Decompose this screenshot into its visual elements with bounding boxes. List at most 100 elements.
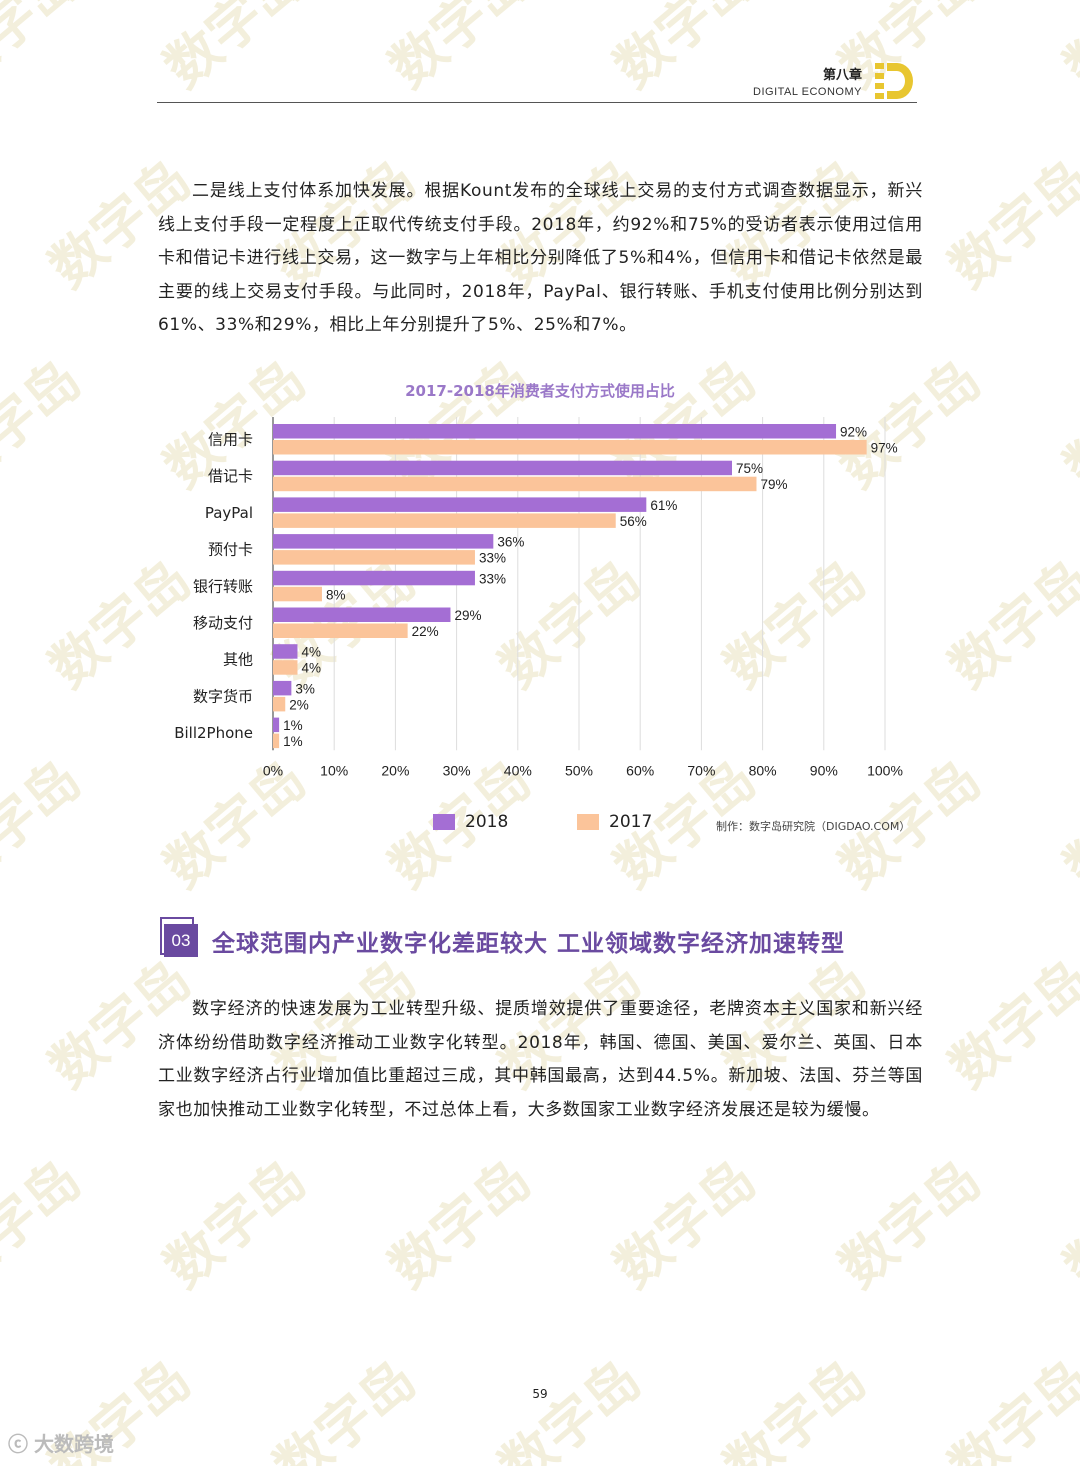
x-tick-label: 30% (443, 762, 471, 778)
watermark-text: 数字岛 (263, 1348, 428, 1466)
bar-2018 (273, 717, 280, 733)
paragraph-online-payment: 二是线上支付体系加快发展。根据Kount发布的全球线上交易的支付方式调查数据显示… (158, 175, 923, 343)
data-label-2017: 1% (283, 734, 303, 749)
data-label-2017: 79% (760, 477, 787, 492)
legend-label-2017: 2017 (609, 812, 653, 832)
watermark-text: 数字岛 (938, 548, 1080, 700)
data-label-2017: 56% (620, 514, 647, 529)
x-tick-label: 50% (565, 762, 593, 778)
chart-title: 2017-2018年消费者支付方式使用占比 (405, 382, 675, 400)
paragraph-1-text: 二是线上支付体系加快发展。根据Kount发布的全球线上交易的支付方式调查数据显示… (158, 181, 923, 335)
bar-2018 (273, 644, 298, 659)
bar-2017 (273, 733, 280, 749)
data-label-2018: 92% (840, 425, 867, 440)
chapter-label: 第八章 (822, 68, 862, 83)
section-number: 03 (164, 924, 198, 957)
footer-brand-label: 大数跨境 (34, 1432, 114, 1456)
bar-2017 (273, 440, 867, 455)
x-tick-label: 20% (381, 762, 409, 778)
watermark-text: 数字岛 (0, 0, 92, 100)
watermark-text: 数字岛 (603, 0, 768, 100)
watermark-text: 数字岛 (1053, 0, 1080, 100)
watermark-text: 数字岛 (378, 1148, 543, 1300)
bar-2017 (273, 550, 475, 565)
watermark-text: 数字岛 (1053, 348, 1080, 500)
category-label: 数字货币 (193, 687, 253, 705)
legend-item-2017: 2017 (577, 812, 652, 832)
watermark-text: 数字岛 (488, 1348, 653, 1466)
x-tick-label: 10% (320, 762, 348, 778)
bar-2017 (273, 513, 616, 528)
data-label-2018: 4% (301, 645, 321, 660)
section-heading: 03 全球范围内产业数字化差距较大 工业领域数字经济加速转型 (160, 916, 845, 958)
category-label: Bill2Phone (174, 724, 253, 742)
data-label-2017: 22% (412, 624, 439, 639)
brand-icon: ⓒ (8, 1432, 28, 1456)
data-label-2017: 2% (289, 697, 309, 712)
watermark-text: 数字岛 (378, 0, 543, 100)
payment-method-bar-chart: 0% 10% 20% 30% 40% 50% 60% 70% 80% 90% 100% 信用卡 92% 9… (174, 417, 903, 778)
watermark-text: 数字岛 (153, 1148, 318, 1300)
data-label-2018: 75% (736, 461, 763, 476)
x-tick-label: 70% (687, 762, 715, 778)
data-label-2017: 4% (301, 661, 321, 676)
legend-label-2018: 2018 (465, 812, 509, 832)
category-label: 借记卡 (208, 467, 253, 485)
data-label-2018: 29% (454, 608, 481, 623)
watermark-text: 数字岛 (603, 1148, 768, 1300)
watermark-text: 数字岛 (153, 0, 318, 100)
bar-2017 (273, 586, 322, 602)
section-title: 全球范围内产业数字化差距较大 工业领域数字经济加速转型 (212, 931, 846, 957)
bar-2017 (273, 476, 757, 492)
paragraph-2-text: 数字经济的快速发展为工业转型升级、提质增效提供了重要途径，老牌资本主义国家和新兴… (158, 999, 923, 1120)
header-divider (157, 102, 917, 103)
category-label: PayPal (205, 504, 253, 522)
x-tick-label: 80% (749, 762, 777, 778)
bar-2017 (273, 660, 298, 675)
data-label-2018: 61% (650, 498, 677, 513)
category-label: 预付卡 (208, 541, 253, 559)
chapter-subtitle: DIGITAL ECONOMY (753, 86, 862, 98)
legend-swatch-2017 (577, 814, 599, 830)
category-label: 其他 (223, 651, 253, 669)
data-label-2018: 3% (295, 681, 315, 696)
bar-2018 (273, 460, 732, 476)
watermark-text: 数字岛 (0, 348, 92, 500)
bar-2018 (273, 424, 837, 439)
page-number: 59 (532, 1387, 548, 1401)
watermark-text: 数字岛 (0, 1148, 92, 1300)
watermark-text: 数字岛 (938, 948, 1080, 1100)
digital-economy-logo (875, 63, 913, 99)
x-tick-label: 40% (504, 762, 532, 778)
data-label-2018: 1% (283, 718, 303, 733)
data-label-2017: 8% (326, 587, 346, 602)
watermark-text: 数字岛 (1053, 1148, 1080, 1300)
footer-brand: ⓒ 大数跨境 (8, 1428, 114, 1457)
data-label-2018: 33% (479, 571, 506, 586)
x-tick-label: 0% (263, 762, 283, 778)
bar-2018 (273, 607, 451, 622)
watermark-text: 数字岛 (828, 1148, 993, 1300)
x-tick-label: 100% (867, 762, 903, 778)
watermark-text: 数字岛 (713, 1348, 878, 1466)
watermark-text: 数字岛 (1053, 748, 1080, 900)
bar-2018 (273, 570, 475, 586)
bar-2018 (273, 497, 647, 512)
category-label: 移动支付 (193, 614, 253, 632)
section-number-badge: 03 (160, 917, 200, 957)
data-label-2017: 97% (871, 441, 898, 456)
bar-2018 (273, 534, 494, 549)
legend-item-2018: 2018 (433, 812, 508, 832)
bar-2018 (273, 680, 292, 696)
watermark-text: 数字岛 (0, 748, 92, 900)
x-tick-label: 90% (810, 762, 838, 778)
legend-swatch-2018 (433, 814, 455, 830)
bar-2017 (273, 696, 286, 712)
bar-2017 (273, 623, 408, 638)
category-label: 银行转账 (193, 577, 253, 595)
paragraph-industrial-digitalization: 数字经济的快速发展为工业转型升级、提质增效提供了重要途径，老牌资本主义国家和新兴… (158, 993, 923, 1127)
chart-credit: 制作：数字岛研究院（DIGDAO.COM） (716, 820, 911, 833)
category-label: 信用卡 (208, 431, 253, 449)
data-label-2018: 36% (497, 535, 524, 550)
x-tick-label: 60% (626, 762, 654, 778)
